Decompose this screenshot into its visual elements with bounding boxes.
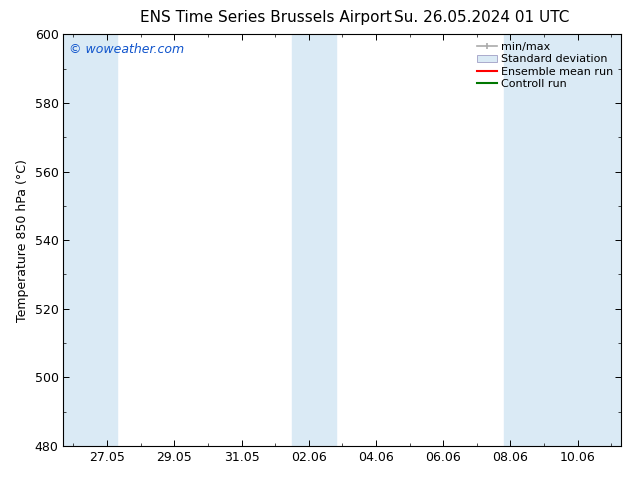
Text: ENS Time Series Brussels Airport: ENS Time Series Brussels Airport [140,10,392,25]
Bar [63,34,117,446]
Bar [503,34,621,446]
Legend: min/max, Standard deviation, Ensemble mean run, Controll run: min/max, Standard deviation, Ensemble me… [475,40,616,91]
Text: Su. 26.05.2024 01 UTC: Su. 26.05.2024 01 UTC [394,10,569,25]
Text: © woweather.com: © woweather.com [69,43,184,55]
Y-axis label: Temperature 850 hPa (°C): Temperature 850 hPa (°C) [16,159,29,321]
Bar [292,34,335,446]
